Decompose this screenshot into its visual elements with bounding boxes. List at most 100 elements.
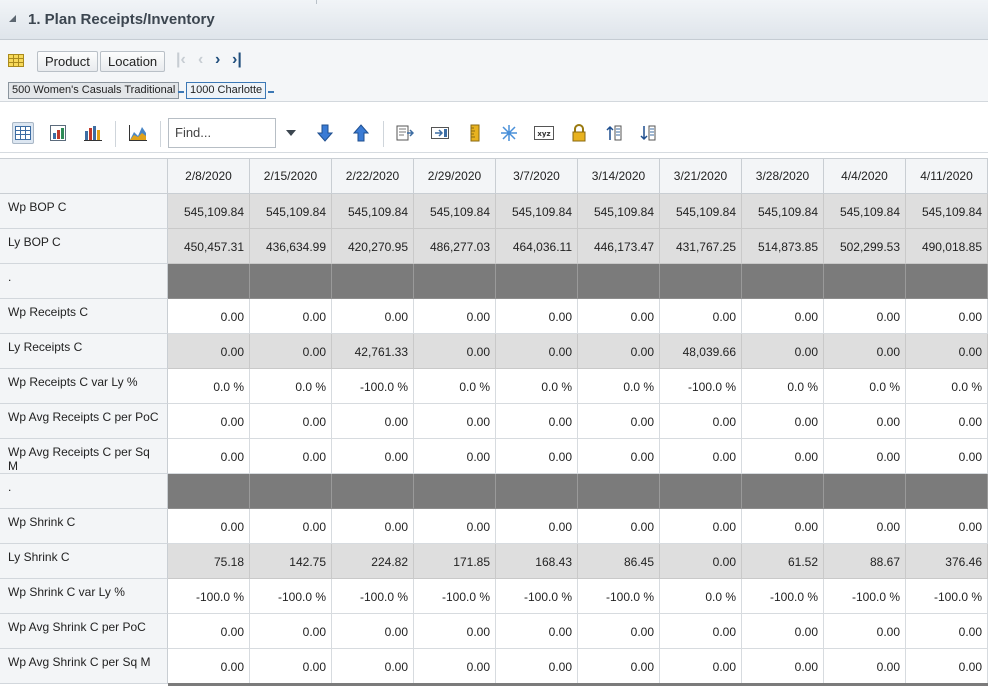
grid-cell[interactable]: 0.0 %: [168, 369, 250, 404]
grid-cell[interactable]: 0.0 %: [496, 369, 578, 404]
grid-cell[interactable]: 0.00: [414, 509, 496, 544]
grid-cell[interactable]: [414, 474, 496, 509]
grid-cell[interactable]: 446,173.47: [578, 229, 660, 264]
grid-cell[interactable]: 0.00: [250, 404, 332, 439]
grid-cell[interactable]: 545,109.84: [578, 194, 660, 229]
grid-cell[interactable]: 545,109.84: [660, 194, 742, 229]
lock-icon[interactable]: [568, 122, 590, 144]
grid-cell[interactable]: 0.00: [578, 334, 660, 369]
grid-cell[interactable]: 545,109.84: [250, 194, 332, 229]
grid-cell[interactable]: 545,109.84: [414, 194, 496, 229]
grid-cell[interactable]: 486,277.03: [414, 229, 496, 264]
grid-cell[interactable]: 436,634.99: [250, 229, 332, 264]
grid-cell[interactable]: 0.00: [742, 334, 824, 369]
grid-cell[interactable]: 0.00: [332, 404, 414, 439]
column-header[interactable]: 2/15/2020: [250, 158, 332, 194]
grid-cell[interactable]: 0.0 %: [414, 369, 496, 404]
grid-cell[interactable]: 0.00: [332, 299, 414, 334]
grid-cell[interactable]: 0.00: [742, 404, 824, 439]
grid-cell[interactable]: -100.0 %: [332, 579, 414, 614]
product-dimension-button[interactable]: Product: [37, 51, 98, 72]
grid-cell[interactable]: [168, 264, 250, 299]
grid-cell[interactable]: 0.00: [250, 614, 332, 649]
grid-cell[interactable]: 0.00: [578, 299, 660, 334]
grid-cell[interactable]: 431,767.25: [660, 229, 742, 264]
grid-cell[interactable]: 86.45: [578, 544, 660, 579]
grid-cell[interactable]: 0.00: [660, 544, 742, 579]
grid-cell[interactable]: 0.00: [332, 509, 414, 544]
grid-cell[interactable]: [332, 474, 414, 509]
grid-cell[interactable]: 545,109.84: [332, 194, 414, 229]
grid-cell[interactable]: 0.00: [578, 509, 660, 544]
grid-cell[interactable]: 0.00: [414, 649, 496, 684]
grid-cell[interactable]: -100.0 %: [414, 579, 496, 614]
grid-cell[interactable]: 0.00: [168, 439, 250, 474]
grid-cell[interactable]: 0.00: [168, 509, 250, 544]
grid-cell[interactable]: 464,036.11: [496, 229, 578, 264]
column-header[interactable]: 4/4/2020: [824, 158, 906, 194]
grid-cell[interactable]: 0.0 %: [742, 369, 824, 404]
grid-cell[interactable]: [578, 474, 660, 509]
grid-cell[interactable]: 0.00: [906, 334, 988, 369]
grid-cell[interactable]: 0.00: [332, 439, 414, 474]
grid-cell[interactable]: 48,039.66: [660, 334, 742, 369]
grid-cell[interactable]: 0.00: [742, 509, 824, 544]
grid-cell[interactable]: [906, 264, 988, 299]
sort-descending-icon[interactable]: [637, 122, 659, 144]
grid-cell[interactable]: 545,109.84: [824, 194, 906, 229]
find-input[interactable]: Find...: [168, 118, 276, 148]
grid-cell[interactable]: 0.00: [660, 439, 742, 474]
grid-cell[interactable]: 502,299.53: [824, 229, 906, 264]
grid-cell[interactable]: 0.00: [250, 299, 332, 334]
location-dimension-button[interactable]: Location: [100, 51, 166, 72]
grid-cell[interactable]: 0.00: [414, 404, 496, 439]
grid-cell[interactable]: 0.00: [250, 509, 332, 544]
grid-cell[interactable]: [496, 264, 578, 299]
grid-cell[interactable]: 545,109.84: [496, 194, 578, 229]
grid-cell[interactable]: 0.00: [168, 614, 250, 649]
grid-cell[interactable]: 0.00: [414, 439, 496, 474]
pivot-icon[interactable]: [429, 122, 451, 144]
grid-cell[interactable]: 0.00: [824, 439, 906, 474]
grid-cell[interactable]: 0.00: [906, 404, 988, 439]
grid-cell[interactable]: 0.00: [496, 649, 578, 684]
grid-cell[interactable]: 0.00: [906, 649, 988, 684]
grid-cell[interactable]: 420,270.95: [332, 229, 414, 264]
grid-cell[interactable]: 0.00: [578, 649, 660, 684]
grid-cell[interactable]: 61.52: [742, 544, 824, 579]
grid-cell[interactable]: [414, 264, 496, 299]
grid-cell[interactable]: 0.00: [824, 404, 906, 439]
find-dropdown-chevron-icon[interactable]: [286, 130, 296, 136]
grid-cell[interactable]: 0.00: [578, 439, 660, 474]
grid-cell[interactable]: 0.00: [250, 649, 332, 684]
grid-cell[interactable]: 0.00: [414, 299, 496, 334]
grid-cell[interactable]: 545,109.84: [168, 194, 250, 229]
grid-cell[interactable]: 0.00: [906, 299, 988, 334]
grid-cell[interactable]: 0.00: [496, 404, 578, 439]
arrow-up-icon[interactable]: [350, 122, 372, 144]
grid-cell[interactable]: [660, 264, 742, 299]
grid-cell[interactable]: 0.00: [496, 614, 578, 649]
grid-cell[interactable]: -100.0 %: [168, 579, 250, 614]
grid-cell[interactable]: 0.0 %: [906, 369, 988, 404]
grid-cell[interactable]: [906, 474, 988, 509]
grid-cell[interactable]: 0.00: [742, 614, 824, 649]
grid-cell[interactable]: 0.00: [168, 649, 250, 684]
grid-cell[interactable]: 0.00: [660, 614, 742, 649]
xyz-format-icon[interactable]: xyz: [533, 122, 555, 144]
grid-cell[interactable]: [824, 474, 906, 509]
grid-cell[interactable]: 376.46: [906, 544, 988, 579]
grid-cell[interactable]: [578, 264, 660, 299]
grid-cell[interactable]: -100.0 %: [332, 369, 414, 404]
grid-cell[interactable]: 0.00: [906, 509, 988, 544]
freeze-icon[interactable]: [498, 122, 520, 144]
grid-cell[interactable]: 142.75: [250, 544, 332, 579]
export-icon[interactable]: [394, 122, 416, 144]
grid-cell[interactable]: 0.00: [168, 404, 250, 439]
grid-cell[interactable]: 0.00: [250, 439, 332, 474]
grid-cell[interactable]: 0.00: [824, 509, 906, 544]
grid-cell[interactable]: 0.00: [824, 649, 906, 684]
grid-cell[interactable]: 0.00: [414, 334, 496, 369]
grid-cell[interactable]: 0.0 %: [250, 369, 332, 404]
column-header[interactable]: 3/14/2020: [578, 158, 660, 194]
